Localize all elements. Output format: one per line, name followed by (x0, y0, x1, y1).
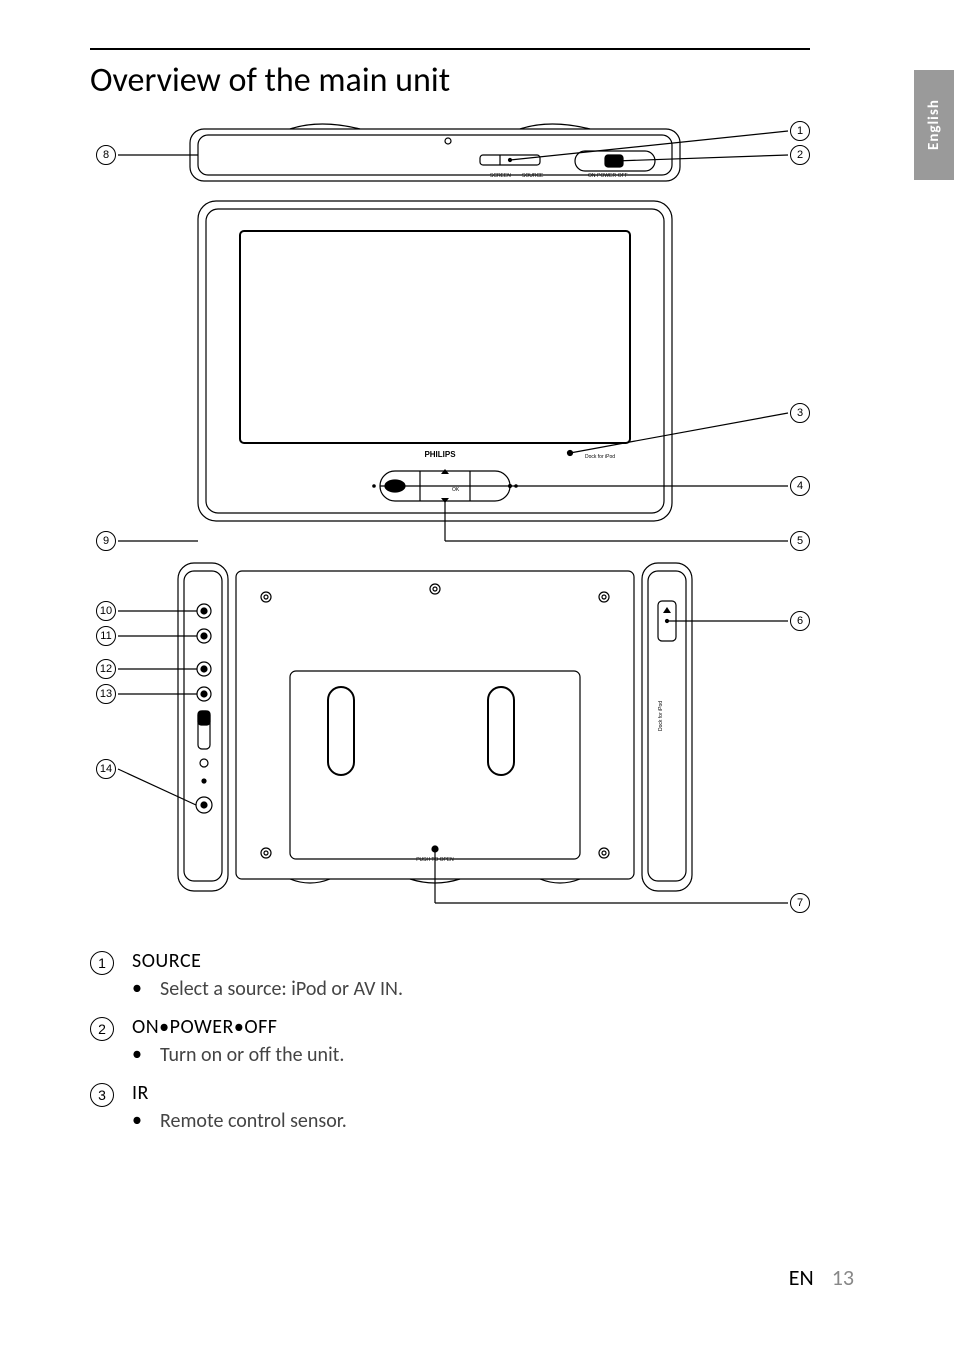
def-num-1: 1 (90, 951, 114, 975)
callout-4: 4 (790, 476, 810, 496)
callout-1: 1 (790, 121, 810, 141)
definition-item: 2 ON•POWER•OFF • Turn on or off the unit… (90, 1015, 810, 1067)
callout-8: 8 (96, 145, 116, 165)
def-desc: Remote control sensor. (160, 1109, 347, 1133)
label-power-top: ON·POWER·OFF (588, 173, 628, 179)
push-open-label: PUSH TO OPEN (416, 857, 454, 863)
bullet-icon: • (132, 1043, 160, 1067)
nav-menu-label: MENU (425, 487, 440, 493)
diagram: SCREEN SOURCE ON·POWER·OFF (90, 111, 810, 921)
footer-page-number: 13 (832, 1264, 854, 1291)
callout-10: 10 (96, 601, 116, 621)
def-desc: Turn on or off the unit. (160, 1043, 344, 1067)
callout-14: 14 (96, 759, 116, 779)
dock-label-front: Dock for iPod (585, 454, 615, 460)
page-footer: EN 13 (789, 1264, 854, 1291)
callout-11: 11 (96, 626, 116, 646)
callout-13: 13 (96, 684, 116, 704)
def-num-3: 3 (90, 1083, 114, 1107)
label-screen: SCREEN (490, 173, 511, 179)
label-source-top: SOURCE (522, 173, 544, 179)
callout-7: 7 (790, 893, 810, 913)
definition-item: 1 SOURCE • Select a source: iPod or AV I… (90, 949, 810, 1001)
dock-label-side: Dock for iPod (658, 701, 664, 731)
definitions-list: 1 SOURCE • Select a source: iPod or AV I… (90, 949, 810, 1133)
bullet-icon: • (132, 977, 160, 1001)
def-title-power: ON•POWER•OFF (132, 1015, 810, 1039)
callout-12: 12 (96, 659, 116, 679)
callout-9: 9 (96, 531, 116, 551)
callout-5: 5 (790, 531, 810, 551)
brand-label: PHILIPS (424, 450, 456, 459)
diagram-svg: SCREEN SOURCE ON·POWER·OFF (90, 111, 810, 921)
page-content: Overview of the main unit (90, 48, 810, 1147)
footer-lang: EN (789, 1264, 814, 1291)
nav-ok-label: OK (452, 487, 460, 493)
bullet-icon: • (132, 1109, 160, 1133)
def-desc: Select a source: iPod or AV IN. (160, 977, 403, 1001)
callout-3: 3 (790, 403, 810, 423)
callout-6: 6 (790, 611, 810, 631)
def-title-source: SOURCE (132, 949, 810, 973)
def-num-2: 2 (90, 1017, 114, 1041)
definition-item: 3 IR • Remote control sensor. (90, 1081, 810, 1133)
def-title-ir: IR (132, 1081, 810, 1105)
callout-2: 2 (790, 145, 810, 165)
rule-top (90, 48, 810, 50)
section-title: Overview of the main unit (90, 60, 810, 101)
language-tab: English (914, 70, 954, 180)
